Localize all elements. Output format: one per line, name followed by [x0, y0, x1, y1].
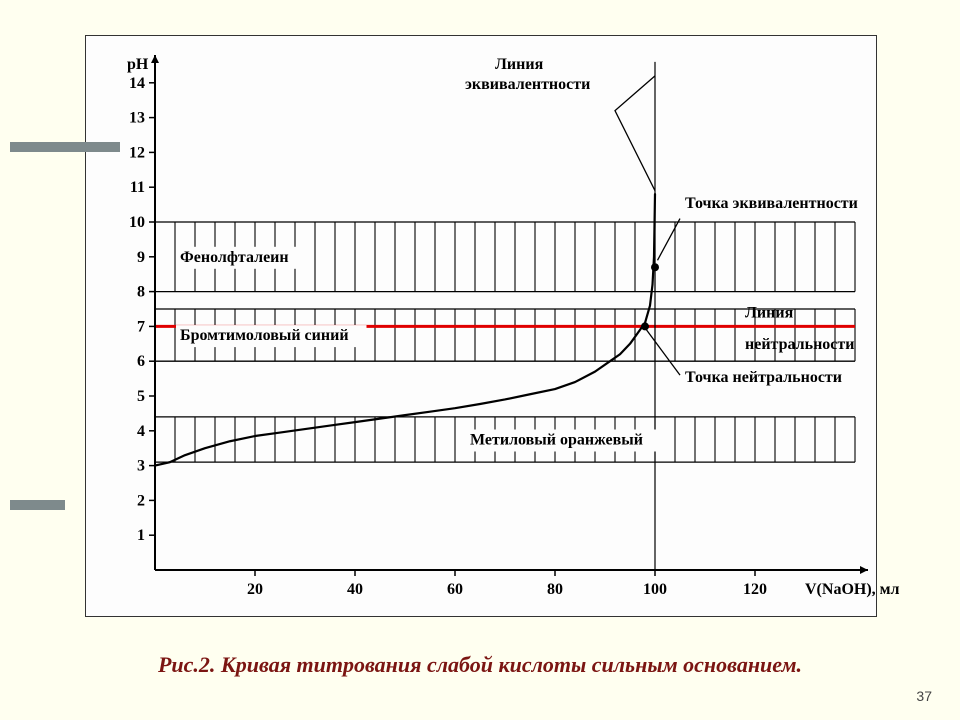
figure-caption: Рис.2. Кривая титрования слабой кислоты …: [0, 652, 960, 678]
svg-text:нейтральности: нейтральности: [745, 336, 854, 353]
svg-text:7: 7: [137, 318, 145, 335]
svg-text:Линия: Линия: [745, 304, 794, 321]
svg-text:Фенолфталеин: Фенолфталеин: [180, 249, 289, 266]
svg-text:6: 6: [137, 353, 145, 370]
svg-text:120: 120: [743, 581, 767, 598]
svg-text:1: 1: [137, 527, 145, 544]
svg-text:20: 20: [247, 581, 263, 598]
svg-text:9: 9: [137, 249, 145, 266]
svg-text:3: 3: [137, 458, 145, 475]
svg-text:11: 11: [130, 179, 145, 196]
svg-text:Точка эквивалентности: Точка эквивалентности: [685, 195, 858, 212]
svg-text:100: 100: [643, 581, 667, 598]
page-number: 37: [916, 688, 932, 704]
svg-text:14: 14: [129, 75, 145, 92]
svg-text:V(NaOH), мл: V(NaOH), мл: [805, 581, 900, 598]
svg-text:8: 8: [137, 284, 145, 301]
svg-text:13: 13: [129, 110, 145, 127]
svg-text:Линия: Линия: [495, 56, 544, 73]
svg-text:Бромтимоловый синий: Бромтимоловый синий: [180, 327, 349, 344]
svg-text:Метиловый оранжевый: Метиловый оранжевый: [470, 432, 643, 449]
svg-text:12: 12: [129, 144, 145, 161]
svg-text:4: 4: [137, 423, 145, 440]
svg-text:10: 10: [129, 214, 145, 231]
svg-text:60: 60: [447, 581, 463, 598]
svg-text:2: 2: [137, 492, 145, 509]
svg-text:5: 5: [137, 388, 145, 405]
svg-text:40: 40: [347, 581, 363, 598]
svg-text:80: 80: [547, 581, 563, 598]
svg-text:pH: pH: [127, 56, 149, 73]
svg-text:эквивалентности: эквивалентности: [465, 76, 590, 93]
chart-svg: 204060801001201234567891011121314V(NaOH)…: [0, 0, 960, 720]
svg-text:Точка нейтральности: Точка нейтральности: [685, 369, 842, 386]
